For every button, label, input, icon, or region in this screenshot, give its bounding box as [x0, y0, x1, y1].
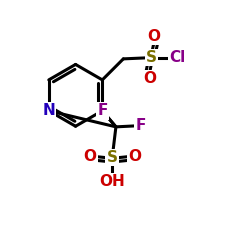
Text: OH: OH [99, 174, 125, 189]
Text: O: O [148, 29, 161, 44]
Text: O: O [128, 149, 141, 164]
Text: S: S [107, 150, 118, 165]
Text: O: O [84, 149, 96, 164]
Text: Cl: Cl [170, 50, 186, 65]
Text: S: S [146, 50, 157, 65]
Text: N: N [42, 103, 55, 118]
Text: F: F [136, 118, 146, 133]
Text: O: O [143, 71, 156, 86]
Text: F: F [97, 103, 108, 118]
